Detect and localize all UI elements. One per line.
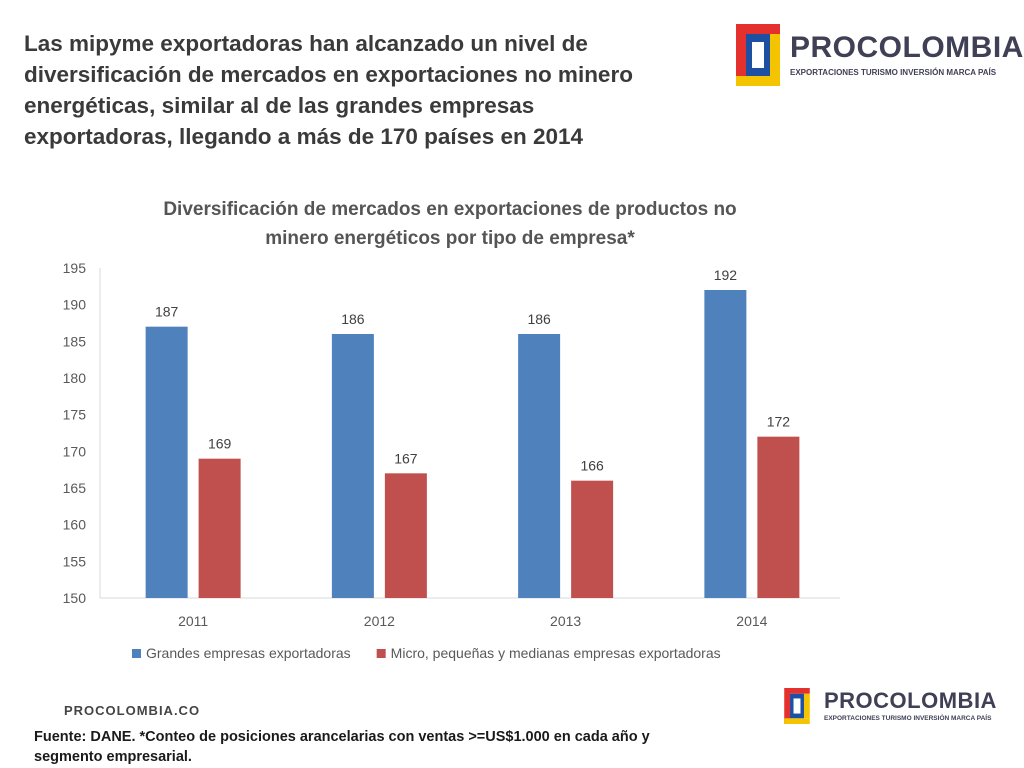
x-tick-label: 2013 — [550, 613, 581, 629]
data-label: 187 — [155, 304, 179, 320]
bar — [704, 290, 747, 598]
procolombia-logo-mark-icon — [784, 688, 810, 724]
website-url[interactable]: PROCOLOMBIA.CO — [64, 703, 201, 718]
x-tick-label: 2012 — [364, 613, 395, 629]
bar — [571, 480, 614, 598]
legend-swatch — [376, 649, 386, 658]
x-tick-label: 2011 — [178, 613, 208, 629]
data-label: 167 — [394, 450, 418, 466]
y-tick-label: 175 — [63, 407, 87, 423]
procolombia-logo-mark-icon — [736, 24, 780, 86]
chart-title: Diversificación de mercados en exportaci… — [163, 199, 737, 249]
bar-chart: 150 155 160 165 170 175 180 185 190 195 187 169 2011… — [63, 260, 840, 661]
procolombia-logo-top: PROCOLOMBIA EXPORTACIONES TURISMO INVERS… — [736, 24, 1024, 86]
y-tick-label: 195 — [63, 260, 87, 276]
logo-name: PROCOLOMBIA — [824, 688, 997, 713]
logo-tagline: EXPORTACIONES TURISMO INVERSIÓN MARCA PA… — [790, 68, 997, 77]
logo-name: PROCOLOMBIA — [790, 31, 1024, 64]
bar — [757, 436, 800, 598]
source-footnote: Fuente: DANE. *Conteo de posiciones aran… — [34, 729, 650, 765]
data-label: 172 — [767, 414, 791, 430]
y-tick-label: 185 — [63, 333, 87, 349]
data-label: 192 — [714, 267, 738, 283]
bar — [198, 458, 241, 598]
data-label: 169 — [208, 436, 232, 452]
data-label: 186 — [527, 311, 551, 327]
logo-tagline: EXPORTACIONES TURISMO INVERSIÓN MARCA PA… — [824, 715, 992, 722]
bar — [384, 473, 427, 598]
y-tick-label: 160 — [63, 517, 87, 533]
y-tick-label: 155 — [63, 553, 87, 569]
legend-swatch — [132, 649, 141, 658]
bar — [331, 334, 374, 598]
y-tick-label: 180 — [63, 370, 87, 386]
y-tick-label: 165 — [63, 480, 87, 496]
procolombia-logo-bottom: PROCOLOMBIA EXPORTACIONES TURISMO INVERS… — [780, 688, 997, 724]
data-label: 186 — [341, 311, 365, 327]
y-tick-label: 150 — [63, 590, 87, 606]
legend-label: Grandes empresas exportadoras — [146, 645, 351, 661]
bar — [145, 326, 188, 598]
bar — [518, 334, 561, 598]
legend-label: Micro, pequeñas y medianas empresas expo… — [391, 645, 721, 661]
y-tick-label: 190 — [63, 297, 87, 313]
y-tick-label: 170 — [63, 443, 87, 459]
data-label: 166 — [580, 458, 604, 474]
headline: Las mipyme exportadoras han alcanzado un… — [24, 31, 633, 149]
x-tick-label: 2014 — [736, 613, 767, 629]
